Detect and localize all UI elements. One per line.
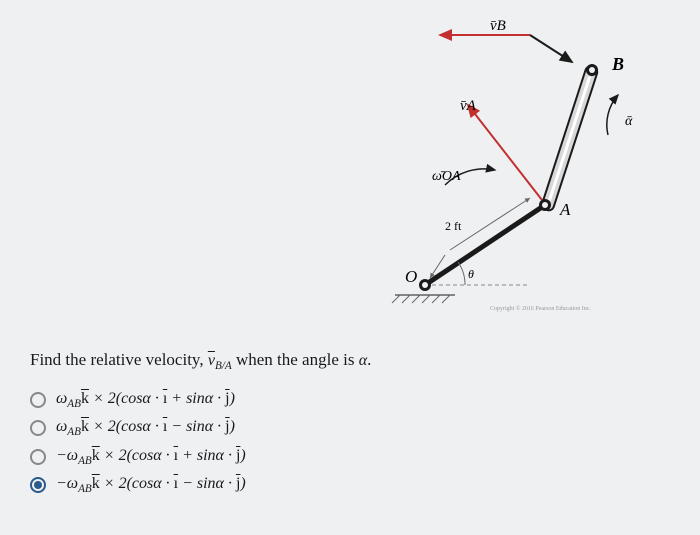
b-label: B xyxy=(611,54,624,74)
question-suffix: when the angle is xyxy=(232,350,359,369)
woa-label: ω̄OA xyxy=(432,169,461,184)
option-label: ωABk × 2(cosα · ı − sinα · j) xyxy=(56,418,235,438)
copyright-text: Copyright © 2016 Pearson Education Inc. xyxy=(490,305,591,312)
radio-button[interactable] xyxy=(30,392,46,408)
option-label: −ωABk × 2(cosα · ı − sinα · j) xyxy=(56,475,246,495)
va-label: v̄A xyxy=(460,98,477,114)
option-label: −ωABk × 2(cosα · ı + sinα · j) xyxy=(56,447,246,467)
option-label: ωABk × 2(cosα · ı + sinα · j) xyxy=(56,390,235,410)
vb-label: v̄B xyxy=(490,18,506,34)
twoft-label: 2 ft xyxy=(445,219,462,233)
theta-label: θ xyxy=(468,267,474,281)
radio-button[interactable] xyxy=(30,449,46,465)
a-label: A xyxy=(559,200,571,219)
answer-option[interactable]: ωABk × 2(cosα · ı + sinα · j) xyxy=(30,390,670,410)
question-text: Find the relative velocity, vB/A when th… xyxy=(30,350,670,372)
question-end: . xyxy=(367,350,371,369)
answer-option[interactable]: −ωABk × 2(cosα · ı − sinα · j) xyxy=(30,475,670,495)
question-block: Find the relative velocity, vB/A when th… xyxy=(30,350,670,495)
o-label: O xyxy=(405,267,417,286)
answer-option[interactable]: −ωABk × 2(cosα · ı + sinα · j) xyxy=(30,447,670,467)
options-list: ωABk × 2(cosα · ı + sinα · j) ωABk × 2(co… xyxy=(30,390,670,495)
radio-button[interactable] xyxy=(30,420,46,436)
mechanism-diagram: v̄B v̄A ω̄OA ᾱ 2 ft θ O A B Copyright © … xyxy=(350,10,670,330)
question-var: v xyxy=(208,352,215,369)
question-sub: B/A xyxy=(215,360,232,372)
answer-option[interactable]: ωABk × 2(cosα · ı − sinα · j) xyxy=(30,418,670,438)
radio-button[interactable] xyxy=(30,477,46,493)
alpha-label: ᾱ xyxy=(625,114,633,129)
question-alpha: α xyxy=(359,352,367,369)
question-prefix: Find the relative velocity, xyxy=(30,350,208,369)
